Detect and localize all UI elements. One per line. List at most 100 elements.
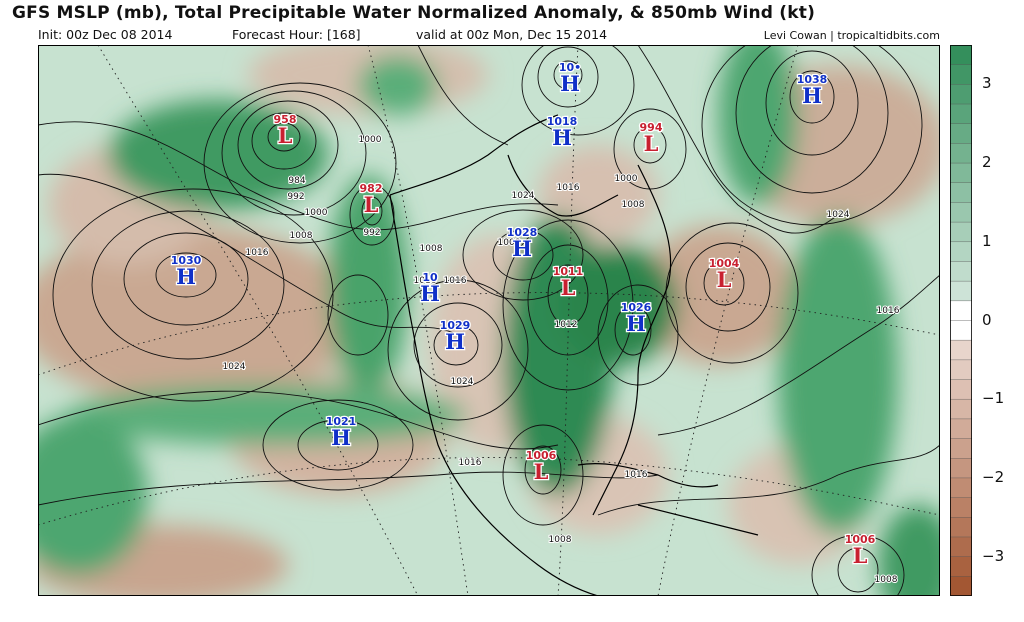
isobar-label: 1016: [459, 458, 482, 468]
isobar-label: 1016: [444, 276, 467, 286]
pressure-letter: H: [802, 83, 822, 108]
pressure-letter: L: [853, 543, 868, 568]
colorbar-cell: [950, 556, 972, 577]
colorbar-cell: [950, 418, 972, 440]
pressure-letter: H: [176, 264, 196, 289]
pressure-centers: 958L982L1030H1021H10H1029H1028H1018H10•H…: [169, 60, 876, 570]
pressure-letter: L: [278, 123, 293, 148]
isobar-label: 1016: [557, 183, 580, 193]
isobar-label: 1024: [223, 362, 246, 372]
isobar-label: 992: [287, 192, 304, 202]
colorbar-tick-label: 1: [982, 231, 992, 250]
pressure-value: 994: [640, 121, 663, 134]
coastlines: [389, 114, 759, 596]
colorbar-cell: [950, 576, 972, 596]
colorbar-tick-label: 0: [982, 310, 992, 329]
pressure-value: 1011: [553, 265, 584, 278]
pressure-value: 1029: [440, 319, 471, 332]
colorbar-cell: [950, 202, 972, 223]
isobar-label: 1012: [555, 320, 578, 330]
isobar-labels: 1000984992100010081016992100810161024102…: [222, 134, 901, 586]
isobar-label: 1024: [512, 191, 535, 201]
pressure-value: 1006: [526, 449, 557, 462]
pressure-value: 10: [422, 271, 438, 284]
lat-lon-grid: [38, 45, 940, 596]
colorbar-cell: [950, 536, 972, 558]
isobar-label: 1008: [290, 231, 313, 241]
pressure-value: 1018: [547, 115, 578, 128]
forecast-hour: Forecast Hour: [168]: [232, 27, 361, 42]
colorbar-cell: [950, 45, 972, 66]
colorbar-tick-label: −2: [982, 467, 1005, 486]
colorbar-cell: [950, 340, 972, 361]
colorbar-tick-label: −1: [982, 389, 1005, 408]
pressure-letter: L: [717, 267, 732, 292]
colorbar-cell: [950, 64, 972, 85]
pressure-value: 1021: [326, 415, 357, 428]
pressure-letter: H: [420, 281, 440, 306]
colorbar-cell: [950, 182, 972, 203]
colorbar-tick-label: 3: [982, 74, 992, 93]
pressure-value: 1004: [709, 257, 740, 270]
map-frame: [38, 45, 940, 596]
pressure-value: 982: [360, 182, 383, 195]
pressure-value: 10•: [559, 61, 581, 74]
pressure-value: 1028: [507, 226, 538, 239]
colorbar-cell: [950, 143, 972, 164]
pressure-value: 1026: [621, 301, 652, 314]
colorbar: [950, 45, 972, 596]
isobar-label: 992: [363, 228, 380, 238]
pressure-letter: L: [534, 459, 549, 484]
isobar-label: 1024: [451, 377, 474, 387]
valid-time: valid at 00z Mon, Dec 15 2014: [416, 27, 608, 42]
high-pressure-center: 10H: [419, 270, 441, 308]
pressure-value: 1038: [797, 73, 828, 86]
colorbar-cell: [950, 320, 972, 341]
isobar-label: 984: [288, 176, 305, 186]
isobar-label: 1000: [305, 208, 328, 218]
pressure-letter: L: [644, 131, 659, 156]
pressure-value: 1006: [845, 533, 876, 546]
pressure-letter: H: [331, 425, 351, 450]
colorbar-cell: [950, 359, 972, 381]
isobars: [38, 45, 940, 596]
pressure-letter: H: [552, 125, 572, 150]
colorbar-cell: [950, 241, 972, 262]
high-pressure-center: 10•H: [558, 60, 583, 98]
colorbar-cell: [950, 438, 972, 459]
pressure-letter: H: [560, 71, 580, 96]
pressure-letter: L: [364, 192, 379, 217]
colorbar-cell: [950, 399, 972, 420]
colorbar-cell: [950, 281, 972, 302]
isobar-label: 1008: [498, 238, 521, 248]
init-time: Init: 00z Dec 08 2014: [38, 27, 173, 42]
isobar-label: 1016: [877, 306, 900, 316]
colorbar-cell: [950, 497, 972, 518]
isobar-label: 1008: [875, 575, 898, 585]
isobar-label: 1016: [414, 276, 437, 286]
colorbar-cell: [950, 379, 972, 400]
colorbar-cell: [950, 517, 972, 538]
isobar-label: 1024: [827, 210, 850, 220]
map-title: GFS MSLP (mb), Total Precipitable Water …: [12, 3, 816, 23]
isobar-label: 1016: [246, 248, 269, 258]
colorbar-cell: [950, 222, 972, 243]
isobar-label: 1008: [622, 200, 645, 210]
weather-map: 1000984992100010081016992100810161024102…: [38, 45, 940, 596]
credit: Levi Cowan | tropicaltidbits.com: [763, 29, 940, 42]
pressure-letter: H: [445, 329, 465, 354]
pw-anomaly-field: [38, 45, 940, 596]
pressure-letter: L: [561, 275, 576, 300]
